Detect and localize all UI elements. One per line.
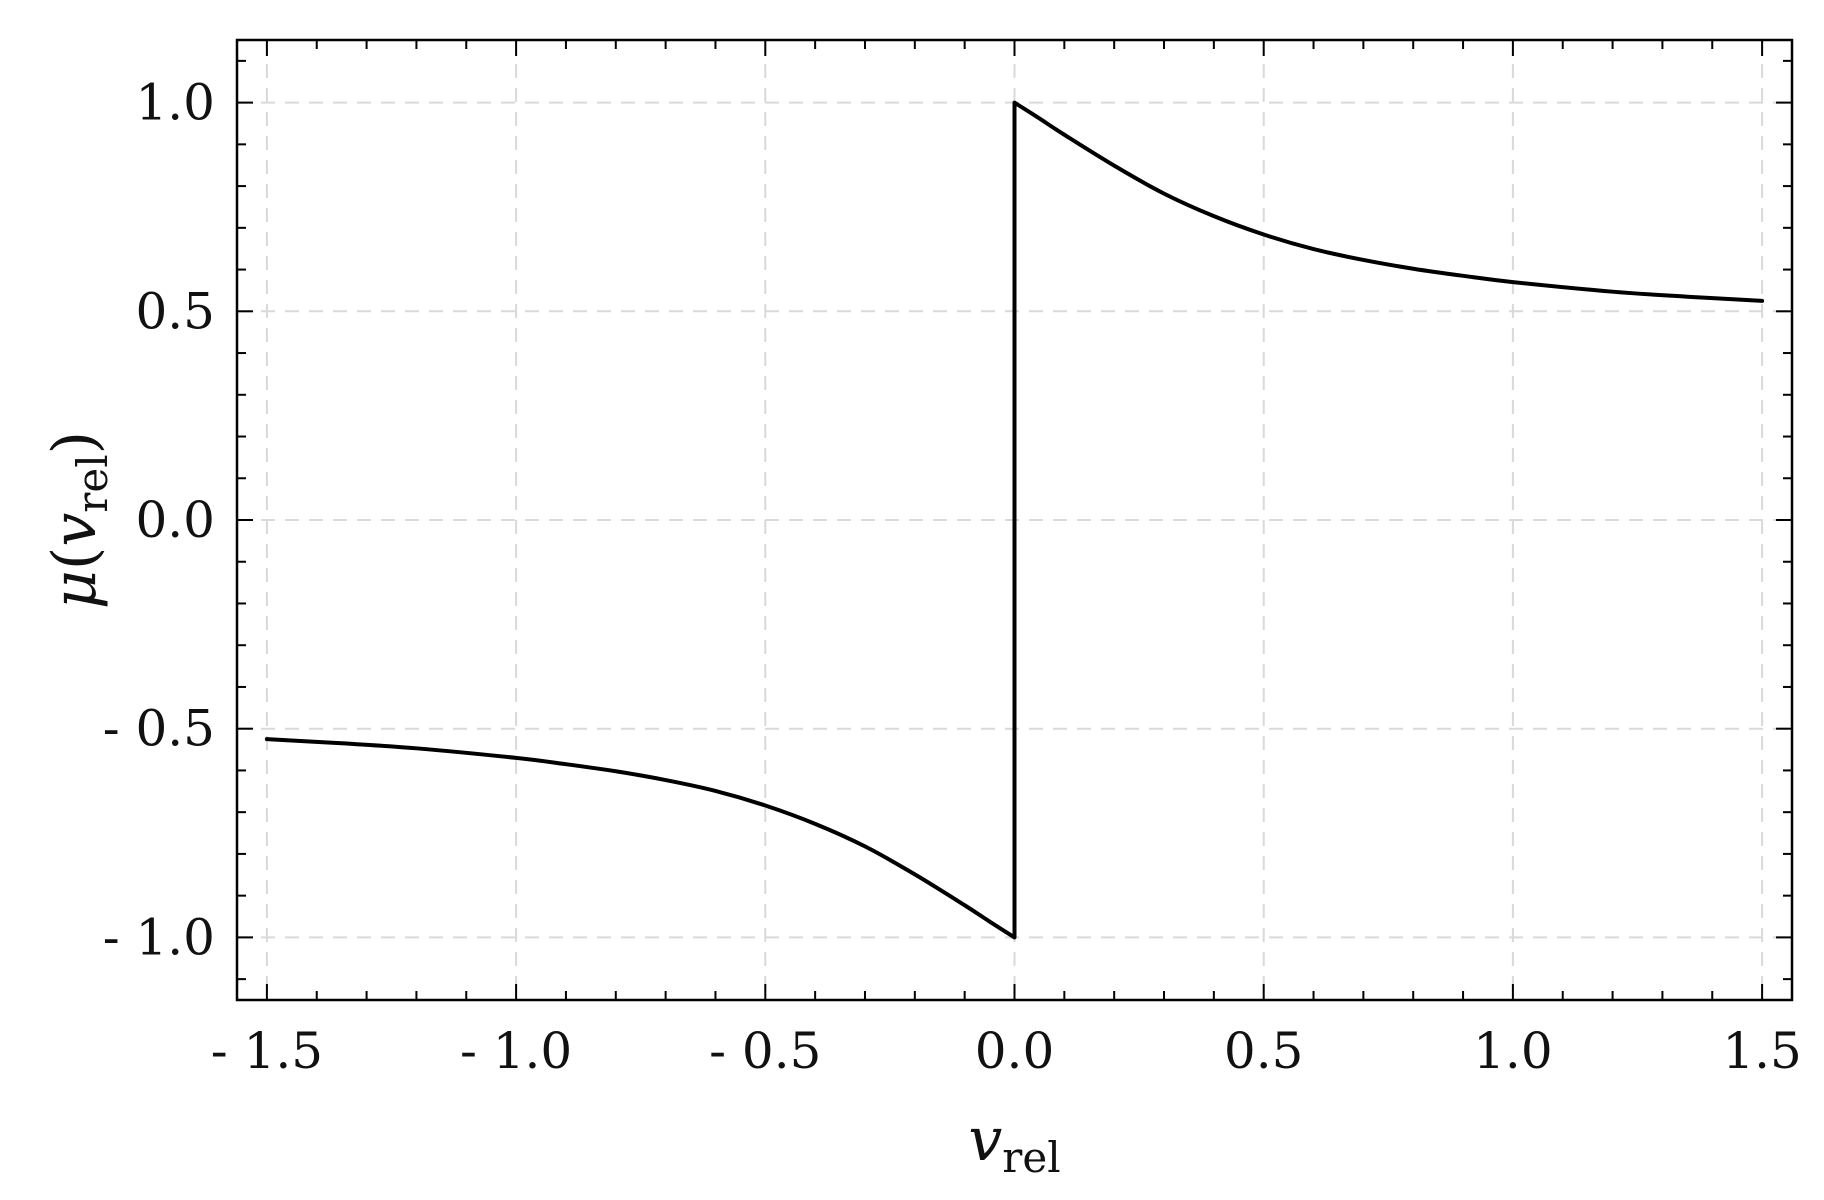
- x-tick-label-4: 0.5: [1224, 1022, 1304, 1080]
- x-tick-label-3: 0.0: [975, 1022, 1055, 1080]
- y-axis-label: μ(vrel): [40, 431, 117, 609]
- tick-marks: [237, 40, 1792, 1000]
- x-axis-label-var: v: [968, 1105, 1002, 1175]
- y-axis-label-close: ): [40, 431, 110, 454]
- y-axis-label-var: v: [40, 513, 110, 547]
- y-tick-label-3: - 0.5: [103, 700, 215, 758]
- x-tick-label-6: 1.5: [1722, 1022, 1802, 1080]
- y-axis-label-mu: μ: [40, 570, 110, 609]
- x-axis-label: vrel: [968, 1105, 1060, 1182]
- y-tick-label-0: 1.0: [135, 74, 215, 132]
- x-tick-label-0: - 1.5: [211, 1022, 323, 1080]
- x-tick-label-2: - 0.5: [709, 1022, 821, 1080]
- series-line-0: [264, 100, 1765, 940]
- x-tick-label-5: 1.0: [1473, 1022, 1553, 1080]
- y-axis-label-sub: rel: [68, 454, 117, 512]
- y-tick-label-1: 0.5: [135, 282, 215, 340]
- y-tick-label-2: 0.0: [135, 491, 215, 549]
- y-tick-label-4: - 1.0: [103, 908, 215, 966]
- x-tick-label-1: - 1.0: [460, 1022, 572, 1080]
- series-layer: [264, 100, 1765, 940]
- x-axis-label-sub: rel: [1002, 1133, 1060, 1182]
- y-tick-labels: 1.0 0.5 0.0 - 0.5 - 1.0: [103, 74, 215, 967]
- y-axis-label-open: (: [40, 547, 110, 570]
- x-tick-labels: - 1.5 - 1.0 - 0.5 0.0 0.5 1.0 1.5: [211, 1022, 1802, 1080]
